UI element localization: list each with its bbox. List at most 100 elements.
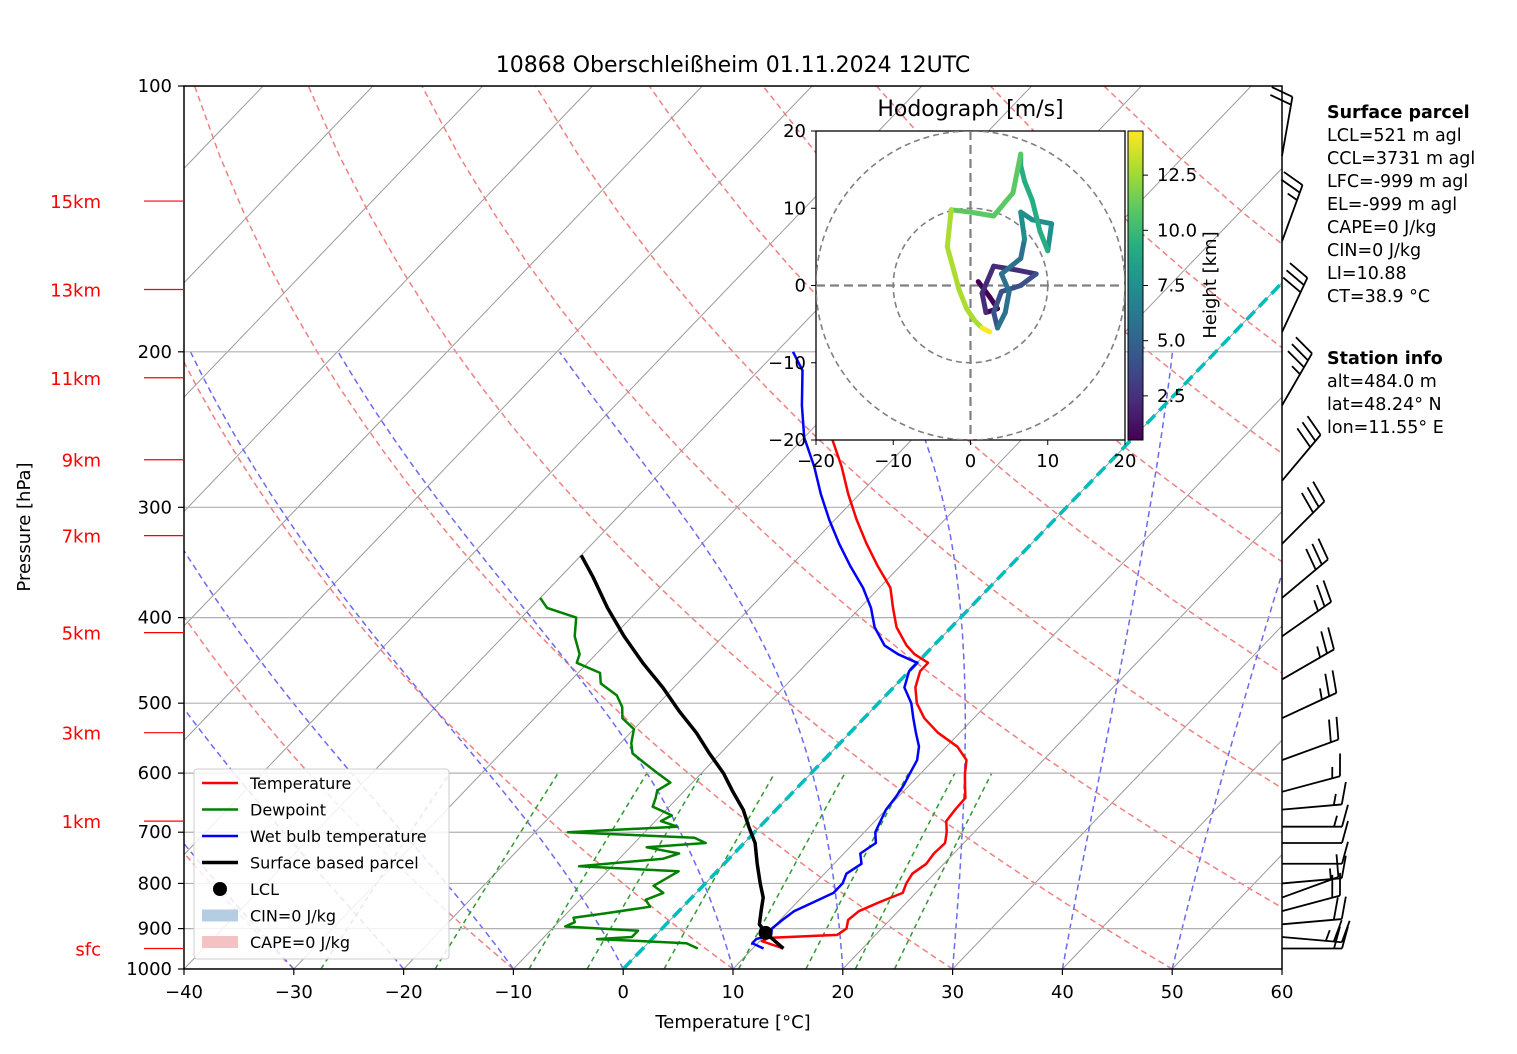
wind-barb	[1282, 820, 1349, 844]
hodograph-y-label: 20	[783, 121, 806, 142]
legend-label: Dewpoint	[250, 801, 326, 820]
station-lon: lon=11.55° E	[1327, 418, 1444, 438]
hodograph-segment	[1018, 236, 1028, 261]
wind-barb	[1281, 854, 1340, 899]
hodograph-segment	[1022, 178, 1035, 204]
colorbar	[1127, 130, 1144, 441]
isotherm	[732, 396, 1282, 969]
wind-barb	[1282, 804, 1349, 828]
legend-label: CIN=0 J/kg	[250, 907, 336, 926]
hodograph-segment	[995, 310, 1008, 331]
mixing-ratio-line	[586, 772, 703, 969]
hodograph-x-label: 20	[1114, 451, 1137, 472]
legend-label: Surface based parcel	[250, 854, 419, 873]
station-lat: lat=48.24° N	[1327, 395, 1442, 415]
y-tick-label: 300	[138, 497, 172, 518]
wind-barb	[1281, 781, 1347, 811]
wind-barb	[1281, 670, 1338, 720]
dry-adiabat	[184, 360, 734, 969]
mixing-ratio-line	[805, 772, 910, 969]
hodograph-segment	[979, 263, 997, 296]
legend-label: LCL	[250, 880, 279, 899]
moist-adiabat	[1061, 351, 1174, 969]
legend-swatch	[202, 936, 238, 948]
x-tick-label: 20	[831, 982, 854, 1003]
y-tick-label: 800	[138, 873, 172, 894]
height-label: 9km	[62, 451, 101, 472]
wind-barb	[1282, 841, 1349, 865]
hodograph-segment	[944, 207, 954, 250]
hodograph-segment	[1018, 271, 1039, 288]
colorbar-tick-label: 10.0	[1157, 220, 1197, 241]
colorbar-tick-label: 5.0	[1157, 331, 1186, 352]
y-tick-label: 700	[138, 822, 172, 843]
height-label: 5km	[62, 624, 101, 645]
parcel-lfc: LFC=-999 m agl	[1327, 172, 1469, 192]
hodograph-segment	[1029, 198, 1043, 234]
hodograph-segment	[956, 286, 970, 312]
hodograph-y-label: −10	[768, 353, 806, 374]
x-tick-label: −30	[275, 982, 313, 1003]
legend-swatch	[213, 882, 227, 896]
legend-entry: Wet bulb temperature	[202, 827, 427, 846]
dry-adiabat	[307, 86, 1173, 969]
hodograph-segment	[944, 244, 962, 292]
hodograph-segment	[979, 290, 989, 316]
isotherm	[184, 86, 374, 284]
wet-bulb-line	[751, 351, 921, 950]
hodograph-segment	[979, 325, 993, 335]
moist-adiabat	[558, 351, 844, 969]
legend-label: Temperature	[249, 774, 351, 793]
legend-entry: Surface based parcel	[202, 854, 419, 873]
parcel-cin: CIN=0 J/kg	[1327, 241, 1422, 261]
dry-adiabat	[876, 86, 1282, 455]
legend-entry: Dewpoint	[202, 801, 326, 820]
hodograph-segment	[968, 209, 997, 219]
wind-barb	[1281, 580, 1332, 638]
parcel-line	[579, 554, 785, 950]
height-label: 3km	[62, 724, 101, 745]
hodograph-x-label: −10	[874, 451, 912, 472]
hodograph-x-label: 10	[1036, 451, 1059, 472]
isotherm	[1062, 739, 1282, 969]
legend-box	[193, 768, 450, 960]
isotherm	[842, 510, 1282, 969]
hodograph-segment	[998, 283, 1024, 295]
hodograph-segment	[1002, 289, 1012, 316]
y-tick-label: 600	[138, 763, 172, 784]
y-tick-label: 400	[138, 608, 172, 629]
surface-parcel-header: Surface parcel	[1327, 103, 1470, 123]
isotherm	[184, 86, 484, 398]
colorbar-tick-label: 2.5	[1157, 386, 1186, 407]
hodograph-segment	[998, 255, 1024, 277]
wind-barb	[1281, 753, 1341, 793]
colorbar-tick-label: 12.5	[1157, 165, 1197, 186]
colorbar-tick-label: 7.5	[1157, 276, 1186, 297]
mixing-ratio-line	[893, 772, 993, 969]
x-tick-label: 10	[722, 982, 745, 1003]
x-tick-label: 0	[617, 982, 628, 1003]
moist-adiabat	[886, 351, 967, 969]
hodograph-y-label: 0	[795, 276, 806, 297]
legend-entry: CIN=0 J/kg	[202, 907, 336, 926]
hodograph-segment	[991, 289, 1004, 316]
chart-title: 10868 Oberschleißheim 01.11.2024 12UTC	[496, 53, 971, 78]
y-tick-label: 200	[138, 342, 172, 363]
x-tick-label: 40	[1051, 982, 1074, 1003]
hodograph-segment	[1018, 209, 1028, 242]
legend-label: Wet bulb temperature	[250, 827, 427, 846]
wind-barb	[1281, 415, 1322, 482]
parcel-el: EL=-999 m agl	[1327, 195, 1458, 215]
wind-barb	[1281, 919, 1351, 944]
height-label: 7km	[62, 527, 101, 548]
legend-label: CAPE=0 J/kg	[250, 933, 350, 952]
hodograph-y-label: −20	[768, 430, 806, 451]
wind-barb	[1281, 716, 1340, 761]
isotherm	[952, 625, 1282, 969]
height-label: 13km	[50, 280, 101, 301]
wind-barb	[1281, 481, 1326, 545]
hodograph-segment	[1037, 228, 1051, 254]
wind-barb	[1280, 171, 1304, 242]
dry-adiabat	[421, 86, 1282, 909]
